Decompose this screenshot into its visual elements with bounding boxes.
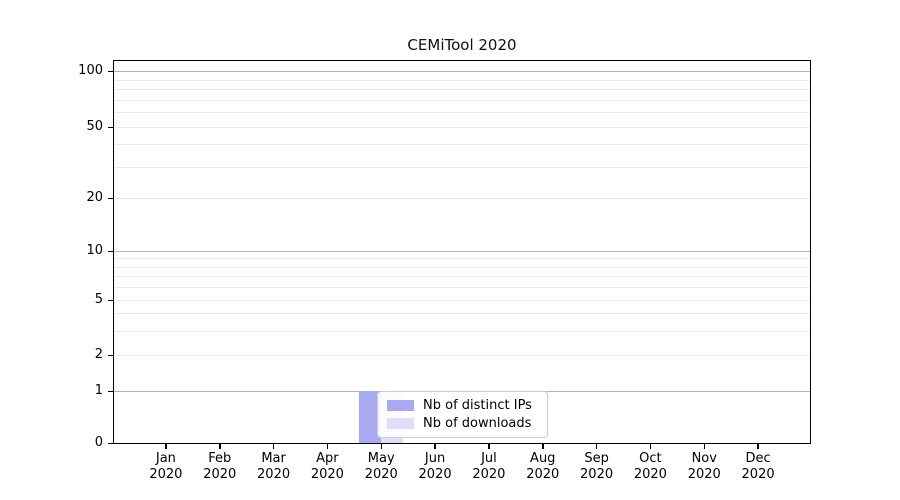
y-gridline-minor (113, 258, 811, 260)
y-gridline-minor (113, 355, 811, 356)
y-gridline-minor (113, 166, 811, 168)
y-tick (108, 390, 113, 392)
x-tick (326, 444, 329, 449)
x-tick (649, 444, 652, 449)
legend-row: Nb of downloads (387, 416, 538, 431)
x-tick-label: Nov 2020 (687, 451, 721, 482)
plot-area (113, 60, 811, 444)
y-tick-label: 5 (94, 292, 103, 307)
y-tick-label: 2 (94, 347, 103, 362)
y-gridline-minor (113, 112, 811, 114)
legend-row: Nb of distinct IPs (387, 398, 538, 413)
y-gridline-minor (113, 89, 811, 91)
y-gridline-minor (113, 276, 811, 278)
x-tick (488, 444, 490, 449)
x-tick-label: Aug 2020 (526, 451, 560, 482)
x-tick (219, 444, 221, 449)
y-gridline-minor (113, 266, 811, 268)
legend-label: Nb of distinct IPs (423, 398, 532, 414)
y-tick (108, 354, 113, 356)
y-gridline-minor (113, 144, 811, 146)
x-tick-label: Jun 2020 (418, 451, 452, 482)
y-gridline-minor (113, 313, 811, 315)
x-tick (165, 444, 167, 449)
y-tick-label: 20 (86, 190, 103, 205)
y-tick (108, 299, 113, 301)
y-tick-label: 50 (86, 119, 103, 134)
y-gridline-minor (113, 127, 811, 128)
x-tick-label: Jan 2020 (149, 451, 183, 482)
y-gridline-major (113, 251, 811, 252)
x-tick-label: Mar 2020 (257, 451, 291, 482)
y-gridline-minor (113, 198, 811, 199)
y-gridline-minor (113, 99, 811, 101)
x-tick-label: Dec 2020 (741, 451, 775, 482)
x-tick (703, 444, 705, 449)
y-tick (108, 197, 113, 199)
bar-nb-of-distinct-ips-may-2020 (359, 391, 382, 443)
y-gridline-minor (113, 330, 811, 332)
x-tick (272, 444, 275, 449)
x-tick-label: Sep 2020 (580, 451, 614, 482)
y-gridline-minor (113, 300, 811, 301)
legend-swatch (387, 400, 414, 412)
y-gridline-minor (113, 79, 811, 81)
x-tick-label: Feb 2020 (203, 451, 237, 482)
x-tick (595, 444, 598, 449)
y-tick (108, 442, 113, 444)
y-tick-label: 10 (86, 243, 103, 258)
y-tick (108, 250, 113, 252)
y-gridline-minor (113, 287, 811, 289)
x-tick-label: Oct 2020 (633, 451, 667, 482)
y-tick-label: 1 (94, 383, 103, 398)
y-tick (108, 126, 113, 128)
x-tick (434, 444, 436, 449)
legend-swatch (387, 417, 414, 429)
y-tick-label: 100 (78, 63, 103, 78)
chart-title: CEMiTool 2020 (407, 36, 517, 54)
legend-label: Nb of downloads (423, 415, 532, 431)
x-tick-label: Jul 2020 (472, 451, 506, 482)
x-tick-label: Apr 2020 (310, 451, 344, 482)
x-tick (757, 444, 759, 449)
y-gridline-major (113, 71, 811, 72)
x-tick-label: May 2020 (364, 451, 398, 482)
y-tick-label: 0 (94, 435, 103, 450)
x-tick (380, 444, 382, 449)
legend: Nb of distinct IPs Nb of downloads (377, 391, 548, 438)
x-tick (542, 444, 544, 449)
y-tick (108, 70, 113, 72)
